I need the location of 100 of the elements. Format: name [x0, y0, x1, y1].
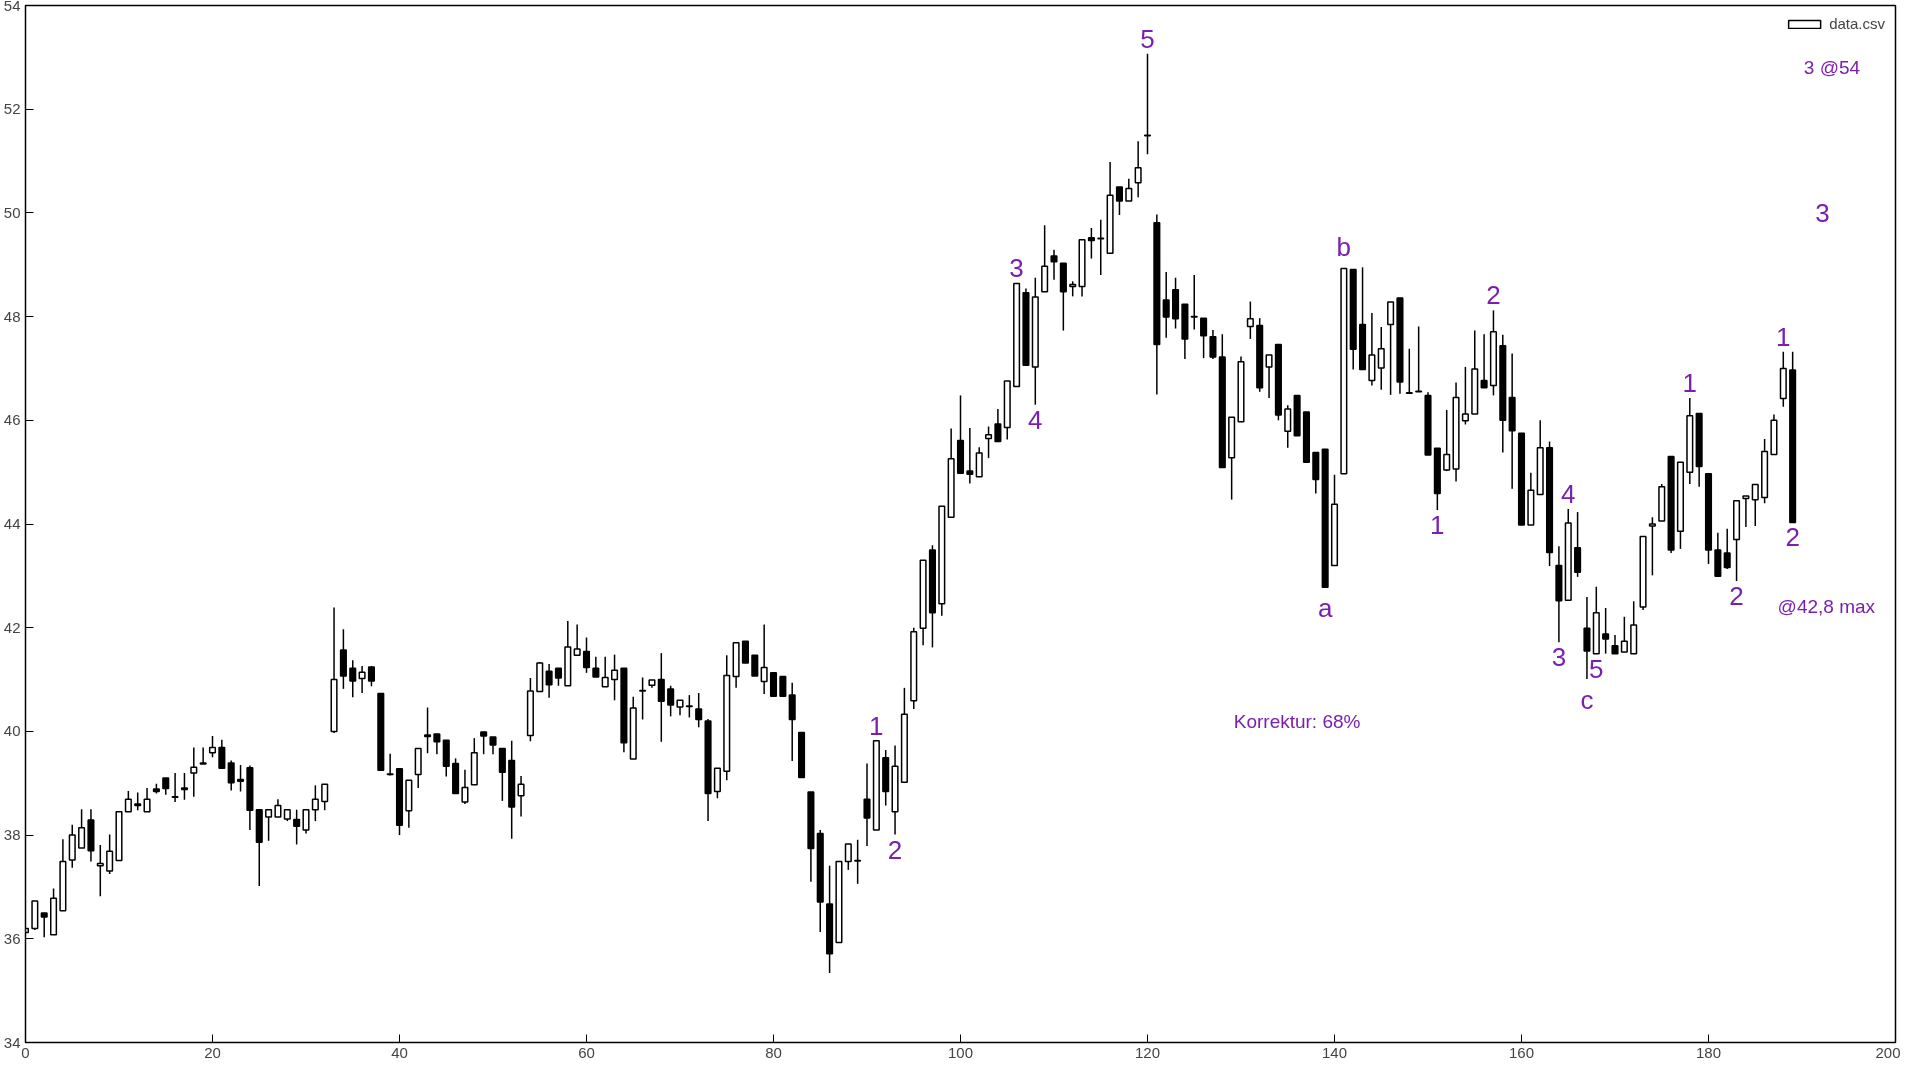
- annotation: 2: [1785, 522, 1800, 553]
- candlestick: [423, 706, 432, 754]
- y-tick-label: 52: [3, 100, 21, 118]
- annotation: c: [1580, 685, 1594, 716]
- candlestick: [1209, 329, 1217, 360]
- candlestick: [975, 446, 983, 478]
- y-tick-label: 42: [3, 618, 21, 636]
- candlestick: [994, 408, 1002, 443]
- annotation: 4: [1028, 404, 1043, 435]
- annotation: Korrektur: 68%: [1233, 710, 1361, 732]
- candlestick: [433, 733, 441, 755]
- candlestick: [124, 790, 132, 813]
- x-tick-label: 180: [1695, 1043, 1722, 1061]
- candlestick: [984, 425, 993, 459]
- candlestick: [218, 738, 226, 769]
- candlestick: [171, 772, 179, 803]
- annotation: @42,8 max: [1777, 596, 1876, 618]
- annotation: 5: [1140, 23, 1155, 54]
- candlestick: [713, 767, 721, 800]
- candlestick: [227, 759, 235, 792]
- x-tick-label: 200: [1875, 1043, 1901, 1061]
- candlestick: [685, 694, 693, 719]
- legend-label: data.csv: [1829, 15, 1885, 32]
- candlestick: [358, 665, 366, 694]
- annotation: 3: [1009, 253, 1024, 284]
- x-tick-label: 160: [1508, 1043, 1535, 1061]
- candlestick: [143, 787, 151, 813]
- y-tick-label: 48: [3, 307, 21, 325]
- annotation: 5: [1589, 653, 1604, 684]
- y-tick-label: 50: [3, 203, 21, 221]
- annotation: a: [1317, 593, 1333, 624]
- candlestick: [461, 769, 469, 805]
- candlestick: [1377, 326, 1385, 391]
- candlestick: [854, 839, 862, 885]
- candlestick: [1648, 516, 1656, 577]
- candlestick: [1620, 616, 1628, 653]
- candlestick: [1751, 483, 1759, 527]
- candlestick: [302, 808, 310, 835]
- x-tick-label: 140: [1321, 1043, 1348, 1061]
- candlestick: [667, 685, 675, 718]
- candlestick: [498, 747, 506, 802]
- candlestick: [863, 762, 871, 847]
- x-tick-label: 60: [578, 1043, 595, 1061]
- candlestick: [367, 665, 376, 688]
- candlestick: [237, 764, 245, 793]
- x-tick-label: 80: [765, 1043, 782, 1061]
- candlestick: [1200, 317, 1208, 359]
- annotation: 1: [869, 710, 884, 741]
- annotation: 3: [1551, 642, 1567, 673]
- candlestick: [265, 808, 273, 842]
- candlestick: [208, 735, 217, 759]
- candlestick: [311, 784, 319, 822]
- annotation: 1: [1682, 368, 1698, 398]
- candlestick: [751, 654, 759, 677]
- y-tick-label: 54: [3, 0, 21, 14]
- annotation: b: [1336, 232, 1352, 263]
- candlestick: [40, 912, 48, 938]
- candlestick: [769, 672, 778, 697]
- x-tick-label: 120: [1134, 1043, 1161, 1061]
- candlestick: [1387, 301, 1395, 396]
- annotation: 2: [1486, 280, 1501, 311]
- candlestick: [1443, 409, 1451, 472]
- candlestick: [1143, 52, 1152, 156]
- candlestick: [657, 652, 665, 743]
- candlestick: [582, 636, 591, 674]
- candlestick: [199, 746, 207, 765]
- y-tick-label: 44: [3, 515, 21, 532]
- candlestick: [480, 731, 488, 755]
- candlestick: [573, 623, 581, 656]
- y-tick-label: 34: [3, 1033, 21, 1051]
- x-tick-label: 20: [204, 1043, 221, 1061]
- candlestick: [180, 772, 188, 801]
- candlestick: [601, 655, 609, 688]
- candlestick: [966, 427, 974, 485]
- candlestick: [96, 844, 104, 898]
- y-tick-label: 40: [3, 722, 21, 740]
- candlestick: [545, 663, 553, 699]
- annotation: 3 @54: [1803, 57, 1861, 79]
- candlestick: [1265, 354, 1273, 399]
- candlestick: [293, 808, 301, 846]
- candlestick: [1723, 527, 1731, 570]
- candlestick: [1115, 186, 1124, 216]
- candlestick: [1611, 634, 1619, 655]
- candlestick: [760, 623, 768, 695]
- candlestick: [106, 833, 114, 875]
- x-tick-label: 0: [21, 1043, 30, 1061]
- annotation: 1: [1430, 510, 1445, 540]
- candlestick: [349, 659, 357, 698]
- candlestick: [1480, 333, 1488, 389]
- candlestick: [1087, 227, 1095, 260]
- candlestick: [1284, 404, 1292, 449]
- annotation: 2: [1729, 581, 1744, 612]
- y-tick-label: 38: [3, 826, 21, 844]
- candlestick: [1190, 274, 1198, 331]
- candlestick: [190, 746, 198, 798]
- candlestick: [592, 655, 600, 678]
- candlestick: [1246, 300, 1254, 340]
- candlestick: [844, 843, 852, 871]
- candlestick: [779, 675, 787, 697]
- candlestick: [321, 783, 329, 811]
